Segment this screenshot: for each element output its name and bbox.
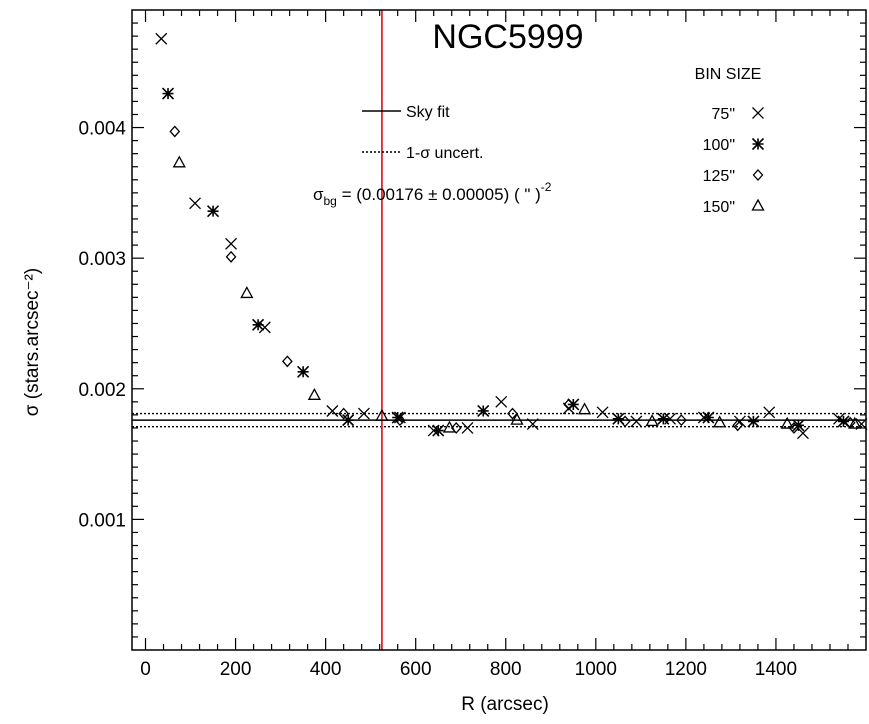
data-point-triangle-10 (848, 416, 862, 429)
data-point-x-4 (326, 405, 339, 417)
data-point-diamond-7 (563, 398, 575, 411)
legend-marker-diamond-icon (752, 169, 764, 181)
y-axis-title: σ (stars.arcsec⁻²) (22, 268, 43, 416)
x-axis-title: R (arcsec) (461, 694, 549, 715)
data-point-asterisk-11 (702, 411, 715, 424)
x-tick-label: 0 (140, 659, 151, 680)
data-point-asterisk-12 (747, 415, 760, 428)
data-point-asterisk-6 (432, 424, 445, 437)
formula-equation: = (0.00176 ± 0.00005) ( " ) (337, 185, 541, 204)
data-point-triangle-3 (375, 408, 389, 421)
data-point-x-10 (526, 418, 539, 431)
data-point-asterisk-1 (206, 205, 220, 218)
axes: 0 200 400 600 800 1000 1200 1400 0.001 0.002 0.003… (78, 9, 867, 680)
sky-density-formula: σbg = (0.00176 ± 0.00005) ( " )-2 (313, 180, 552, 208)
legend-label-x: 75" (712, 106, 735, 123)
x-tick-label: 1200 (665, 659, 707, 680)
data-point-diamond-3 (338, 407, 350, 420)
data-point-asterisk-4 (342, 414, 355, 427)
legend-label-diamond: 125" (703, 168, 735, 185)
x-tick-label: 400 (310, 659, 342, 680)
data-point-diamond-11 (788, 421, 800, 434)
data-point-triangle-7 (645, 414, 659, 427)
data-point-diamond-9 (675, 414, 687, 427)
data-point-asterisk-3 (297, 365, 310, 378)
legend-title: BIN SIZE (695, 66, 762, 83)
data-point-triangle-0 (172, 155, 186, 168)
legend-marker-asterisk-icon (751, 137, 765, 151)
uncertainty-legend-label: 1-σ uncert. (406, 145, 483, 162)
line-legend: Sky fit 1-σ uncert. (362, 104, 483, 162)
data-point-x-0 (155, 32, 168, 45)
data-points (155, 32, 868, 440)
data-point-triangle-8 (713, 415, 727, 428)
y-tick-label: 0.004 (78, 119, 126, 140)
data-point-asterisk-13 (792, 419, 805, 432)
y-tick-label: 0.001 (78, 510, 126, 531)
data-point-x-16 (733, 415, 746, 428)
data-point-x-9 (495, 395, 508, 408)
data-point-triangle-9 (780, 416, 794, 429)
data-point-x-1 (189, 197, 202, 210)
data-point-diamond-8 (619, 415, 631, 428)
data-point-asterisk-0 (161, 87, 175, 100)
x-tick-label: 800 (490, 659, 522, 680)
formula-subscript: bg (324, 194, 337, 208)
data-point-asterisk-9 (612, 412, 625, 425)
sky-fit-legend-label: Sky fit (406, 104, 450, 121)
plot-frame (131, 9, 867, 651)
marker-legend: 75" 100" 125" 150" (703, 106, 765, 216)
data-point-x-12 (596, 406, 609, 419)
legend-marker-x-icon (752, 107, 764, 119)
data-point-triangle-1 (240, 286, 254, 299)
data-point-x-3 (258, 321, 271, 334)
formula-sigma: σ (313, 185, 324, 204)
data-point-diamond-5 (450, 421, 462, 434)
legend-label-triangle: 150" (703, 199, 735, 216)
formula-superscript: -2 (541, 180, 552, 194)
x-tick-label: 600 (400, 659, 432, 680)
data-point-x-18 (796, 427, 809, 440)
data-point-x-8 (461, 421, 474, 434)
data-point-diamond-1 (225, 250, 237, 263)
data-point-asterisk-2 (252, 318, 265, 331)
x-tick-label: 1400 (755, 659, 797, 680)
data-point-x-17 (763, 406, 776, 419)
y-tick-label: 0.003 (78, 249, 126, 270)
data-point-asterisk-10 (657, 412, 670, 425)
data-point-triangle-2 (307, 387, 321, 400)
data-point-diamond-10 (732, 419, 744, 432)
y-tick-label: 0.002 (78, 380, 126, 401)
data-point-asterisk-7 (477, 404, 490, 418)
data-point-diamond-2 (281, 355, 293, 368)
chart-title: NGC5999 (432, 18, 583, 56)
data-point-asterisk-14 (837, 415, 850, 428)
x-tick-label: 1000 (575, 659, 617, 680)
data-point-diamond-0 (169, 125, 181, 138)
x-tick-label: 200 (220, 659, 252, 680)
data-point-triangle-4 (442, 420, 457, 433)
data-point-x-2 (225, 237, 238, 250)
data-point-x-13 (630, 415, 643, 428)
data-point-triangle-6 (577, 402, 592, 415)
legend-marker-triangle-icon (751, 198, 765, 211)
data-point-x-5 (357, 407, 370, 420)
legend-label-asterisk: 100" (703, 137, 735, 154)
data-point-triangle-5 (510, 412, 524, 425)
data-point-diamond-4 (394, 414, 406, 427)
reference-lines (132, 10, 866, 650)
data-point-diamond-6 (507, 407, 518, 420)
